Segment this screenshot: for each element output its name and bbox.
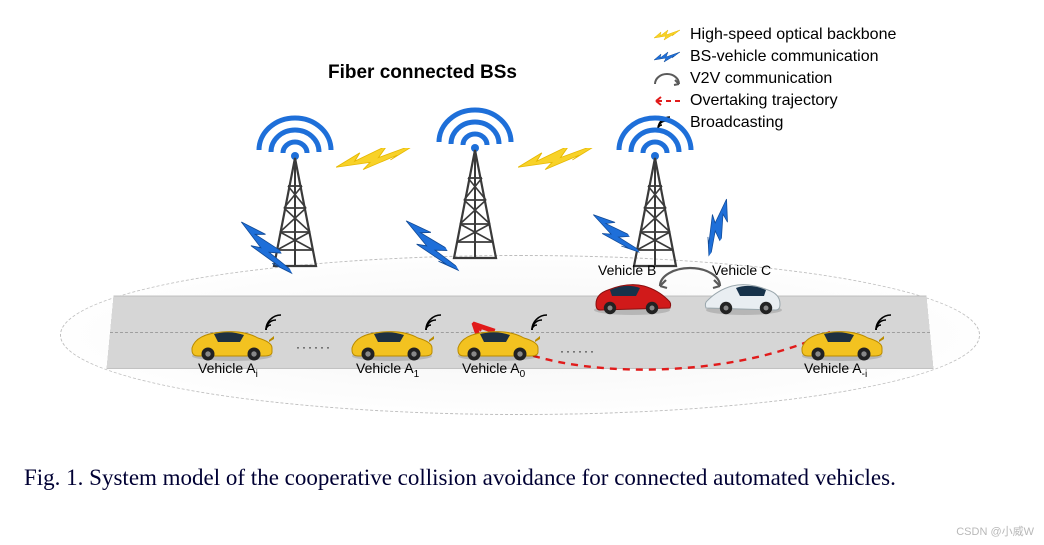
broadcast-icon: [264, 312, 292, 334]
vehicle-label: Vehicle A0: [462, 360, 525, 380]
optical-link: [518, 148, 618, 178]
ellipsis: ······: [296, 340, 332, 354]
diagram-title: Fiber connected BSs: [328, 62, 517, 84]
ellipsis: ······: [560, 344, 596, 358]
vehicle-label: Vehicle A-i: [804, 360, 867, 380]
bolt-icon: [652, 26, 682, 44]
arc-icon: [652, 70, 682, 88]
legend-item-v2v: V2V communication: [652, 68, 896, 90]
bolt-icon: [652, 48, 682, 66]
vehicle-label: Vehicle B: [598, 262, 656, 278]
broadcast-icon: [424, 312, 452, 334]
legend-label: V2V communication: [690, 68, 832, 90]
diagram: Fiber connected BSs High-speed optical b…: [0, 0, 1044, 440]
watermark: CSDN @小威W: [956, 523, 1034, 539]
vehicle-label: Vehicle Ai: [198, 360, 258, 380]
legend-item-bs-vehicle: BS-vehicle communication: [652, 46, 896, 68]
legend-label: High-speed optical backbone: [690, 24, 896, 46]
legend-item-optical: High-speed optical backbone: [652, 24, 896, 46]
broadcast-icon: [530, 312, 558, 334]
vehicle-label: Vehicle A1: [356, 360, 419, 380]
figure-caption: Fig. 1. System model of the cooperative …: [24, 462, 1020, 493]
vehicle-c: [700, 276, 790, 323]
vehicle-b: [588, 276, 678, 323]
vehicle-label: Vehicle C: [712, 262, 771, 278]
legend-label: Overtaking trajectory: [690, 90, 838, 112]
optical-link: [336, 148, 436, 178]
legend-label: BS-vehicle communication: [690, 46, 879, 68]
broadcast-icon: [874, 312, 902, 334]
